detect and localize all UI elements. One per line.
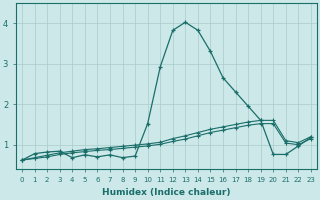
X-axis label: Humidex (Indice chaleur): Humidex (Indice chaleur) [102, 188, 231, 197]
